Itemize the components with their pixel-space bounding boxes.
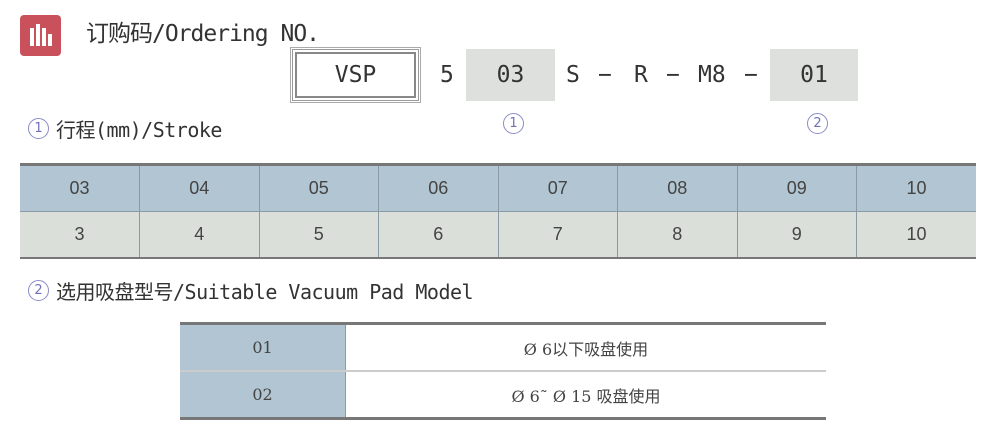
bar-chart-icon (20, 15, 61, 56)
marker-1: 1 (503, 113, 524, 134)
stroke-code: 08 (617, 164, 737, 212)
pad-table: 01 Ø 6以下吸盘使用 02 Ø 6˜ Ø 15 吸盘使用 (180, 322, 826, 420)
stroke-table: 03 04 05 06 07 08 09 10 3 4 5 6 7 8 9 10 (20, 163, 976, 259)
pad-code: 01 (180, 323, 346, 372)
stroke-code: 07 (497, 164, 618, 212)
stroke-value: 5 (258, 211, 379, 258)
code-pad: 01 (770, 49, 858, 101)
pad-code: 02 (180, 371, 346, 419)
stroke-value: 6 (378, 211, 498, 258)
pad-desc: Ø 6以下吸盘使用 (345, 323, 826, 372)
stroke-value: 9 (736, 211, 857, 258)
section-marker-1: 1 (28, 118, 49, 139)
stroke-value: 7 (497, 211, 618, 258)
code-thread: M8 (698, 62, 726, 88)
stroke-code: 03 (20, 164, 140, 212)
stroke-value: 3 (20, 211, 140, 258)
table-row: 03 04 05 06 07 08 09 10 (20, 164, 976, 212)
table-row: 01 Ø 6以下吸盘使用 (180, 323, 826, 372)
stroke-code: 10 (856, 164, 976, 212)
table-row: 3 4 5 6 7 8 9 10 (20, 211, 976, 258)
stroke-value: 4 (139, 211, 259, 258)
stroke-code: 05 (258, 164, 379, 212)
stroke-code: 04 (139, 164, 259, 212)
code-s: S (566, 62, 580, 88)
stroke-section-title: 行程(mm)/Stroke (56, 118, 222, 142)
pad-desc: Ø 6˜ Ø 15 吸盘使用 (511, 386, 661, 406)
stroke-value: 10 (856, 211, 976, 258)
stroke-code: 09 (736, 164, 857, 212)
code-bore: 5 (440, 62, 454, 88)
page-title: 订购码/Ordering NO. (86, 21, 320, 47)
code-stroke: 03 (466, 49, 555, 101)
code-series: VSP (290, 47, 421, 103)
table-row: 02 Ø 6˜ Ø 15 吸盘使用 (180, 371, 826, 419)
stroke-code: 06 (378, 164, 498, 212)
code-dash: − (744, 62, 758, 88)
code-r: R (634, 62, 648, 88)
stroke-value: 8 (617, 211, 737, 258)
code-dash: − (598, 62, 612, 88)
marker-2: 2 (807, 113, 828, 134)
pad-section-title: 选用吸盘型号/Suitable Vacuum Pad Model (56, 280, 474, 304)
section-marker-2: 2 (28, 280, 49, 301)
code-dash: − (666, 62, 680, 88)
